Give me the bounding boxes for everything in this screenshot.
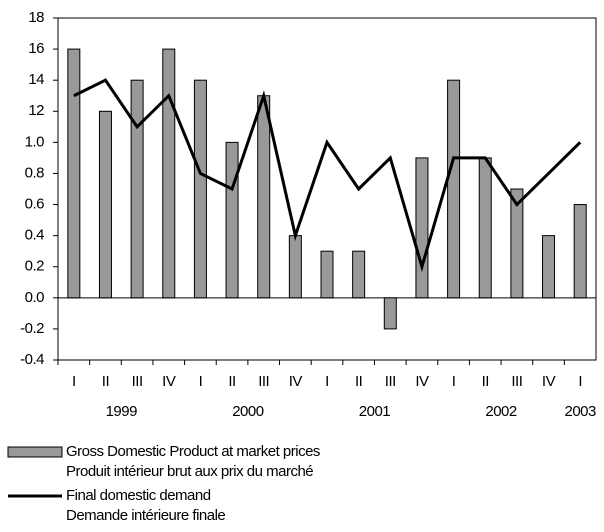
bar <box>573 204 587 299</box>
x-tick-label: IV <box>542 373 556 390</box>
line <box>73 78 582 273</box>
x-tick-label: II <box>355 373 362 390</box>
bar <box>415 157 429 299</box>
x-tick-label: III <box>511 373 522 390</box>
bar <box>542 235 556 299</box>
y-tick-label: -0.2 <box>20 320 44 337</box>
x-tick-label: IV <box>162 373 176 390</box>
x-tick-label: II <box>482 373 489 390</box>
legend-label: Demande intérieure finale <box>66 507 225 524</box>
bar <box>193 79 207 299</box>
x-tick-label: IV <box>289 373 303 390</box>
y-tick-label: -0.4 <box>20 351 44 368</box>
x-tick-label: III <box>385 373 396 390</box>
y-tick-label: 18 <box>28 9 44 26</box>
plot-frame <box>57 17 597 361</box>
y-tick-label: 0.0 <box>25 289 45 306</box>
bar <box>98 110 112 299</box>
bar <box>352 250 366 299</box>
year-label: 1999 <box>106 403 138 420</box>
y-tick-label: 0.8 <box>25 164 45 181</box>
year-label: 2003 <box>564 403 596 420</box>
bar <box>510 188 524 299</box>
x-tick-label: II <box>102 373 109 390</box>
bar <box>288 235 302 299</box>
bar <box>67 48 81 299</box>
bar <box>447 79 461 299</box>
y-tick-label: 0.2 <box>25 258 45 275</box>
x-tick-label: III <box>258 373 269 390</box>
x-tick-label: II <box>228 373 235 390</box>
y-tick-label: 12 <box>28 102 44 119</box>
legend-swatch <box>7 446 63 458</box>
y-tick-label: 16 <box>28 40 44 57</box>
bar <box>225 141 239 299</box>
bar <box>257 95 271 299</box>
year-label: 2000 <box>232 403 264 420</box>
bar <box>320 250 334 299</box>
y-tick-label: 14 <box>28 71 44 88</box>
bar <box>383 297 397 330</box>
x-tick-label: III <box>132 373 143 390</box>
y-tick-label: 0.6 <box>25 196 45 213</box>
bar <box>162 48 176 299</box>
year-label: 2001 <box>359 403 391 420</box>
x-tick-label: I <box>325 373 329 390</box>
year-label: 2002 <box>485 403 517 420</box>
x-tick-label: I <box>452 373 456 390</box>
legend-label: Final domestic demand <box>66 487 211 504</box>
x-tick-label: IV <box>415 373 429 390</box>
legend-label: Produit intérieur brut aux prix du march… <box>66 463 313 480</box>
x-tick-label: I <box>72 373 76 390</box>
y-tick-label: 1.0 <box>25 133 45 150</box>
bar <box>130 79 144 299</box>
legend-label: Gross Domestic Product at market prices <box>66 443 320 460</box>
bar <box>478 157 492 299</box>
x-tick-label: I <box>578 373 582 390</box>
y-tick-label: 0.4 <box>25 227 45 244</box>
x-tick-label: I <box>199 373 203 390</box>
